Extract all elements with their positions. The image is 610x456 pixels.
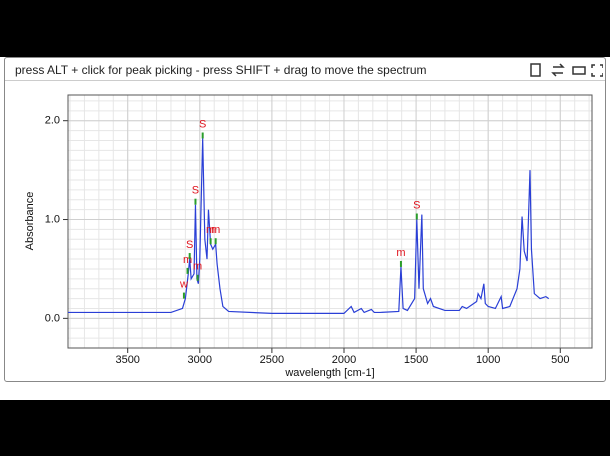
chart: Absorbance wavelength [cm-1] 3500 3000 250… <box>24 94 593 379</box>
peak-label: m <box>193 261 202 273</box>
peak-label: m <box>206 224 215 236</box>
x-tick-label: 1500 <box>404 354 428 366</box>
y-tick-label: 1.0 <box>45 213 60 225</box>
fullscreen-icon[interactable] <box>591 64 603 77</box>
peak-label: w <box>179 278 188 290</box>
print-icon[interactable] <box>572 66 586 75</box>
peak-label: m <box>211 224 220 236</box>
y-tick-label: 0.0 <box>45 312 60 324</box>
y-axis-label: Absorbance <box>24 192 36 251</box>
export-icon[interactable] <box>530 63 541 77</box>
peak-label: S <box>186 239 193 251</box>
peak-label: S <box>192 185 199 197</box>
plot-frame <box>67 94 593 349</box>
top-bar <box>0 0 610 57</box>
toolbar-icons[interactable] <box>525 62 603 78</box>
bottom-bar <box>0 400 610 456</box>
y-tick-label: 2.0 <box>45 115 60 127</box>
swap-icon[interactable] <box>551 63 565 77</box>
x-tick-label: 3500 <box>115 354 139 366</box>
x-tick-label: 2500 <box>260 354 284 366</box>
peak-label: S <box>199 118 206 130</box>
peak-label: m <box>183 254 192 266</box>
x-tick-label: 500 <box>551 354 569 366</box>
spectrum-line <box>68 138 550 315</box>
toolbar-separator <box>5 80 605 81</box>
x-tick-label: 2000 <box>332 354 356 366</box>
x-axis-label: wavelength [cm-1] <box>284 367 374 379</box>
peak-label: m <box>396 247 405 259</box>
x-tick-label: 1000 <box>476 354 500 366</box>
toolbar-hint: press ALT + click for peak picking - pre… <box>15 63 427 77</box>
x-tick-label: 3000 <box>188 354 212 366</box>
peak-label: S <box>413 199 420 211</box>
